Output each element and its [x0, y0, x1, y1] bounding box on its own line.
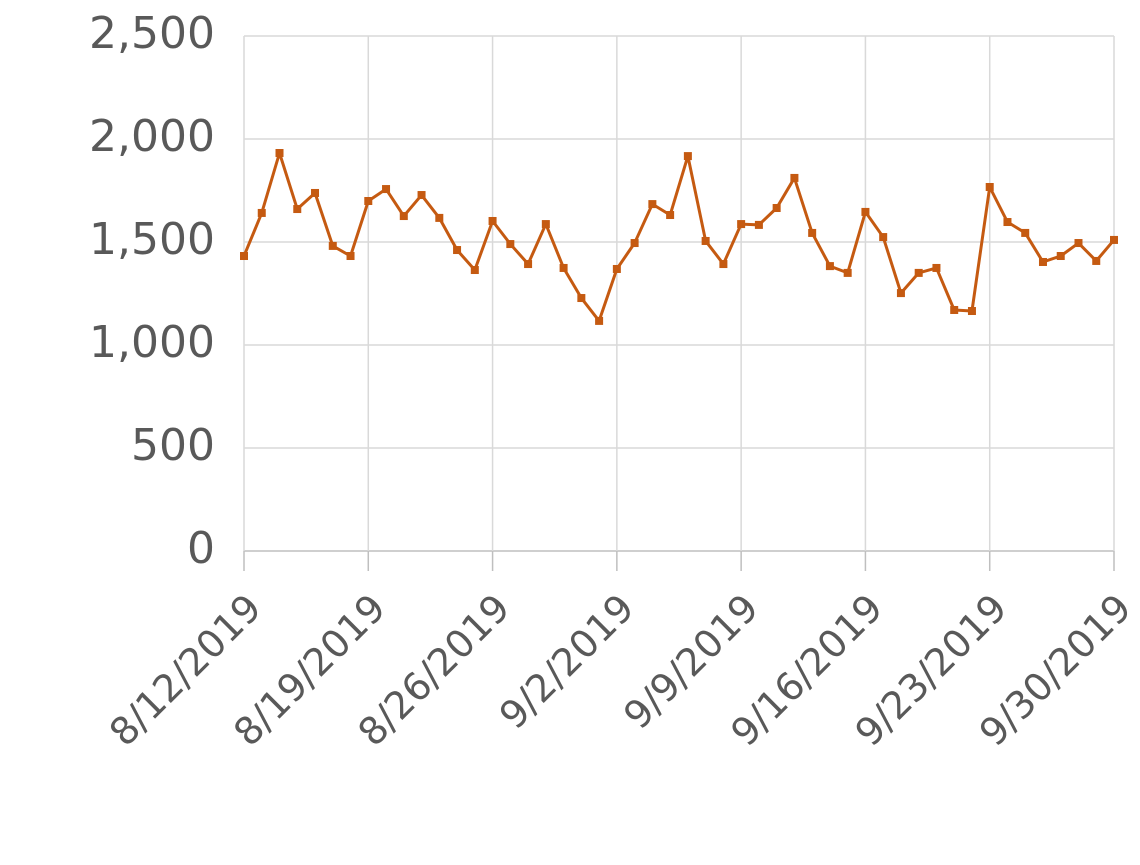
- marker: [719, 260, 728, 269]
- marker: [435, 213, 444, 222]
- marker: [1056, 252, 1065, 261]
- marker: [843, 268, 852, 277]
- marker: [311, 188, 320, 197]
- marker: [382, 185, 391, 194]
- marker: [577, 294, 586, 303]
- marker: [364, 197, 373, 206]
- marker: [648, 200, 657, 209]
- marker: [470, 266, 479, 275]
- marker: [950, 305, 959, 314]
- marker: [967, 307, 976, 316]
- marker: [240, 252, 248, 261]
- marker: [1074, 239, 1083, 248]
- y-tick-label: 2,500: [89, 8, 215, 59]
- marker: [328, 241, 337, 250]
- marker: [541, 220, 550, 229]
- marker: [737, 220, 746, 229]
- marker: [790, 173, 799, 182]
- y-tick-label: 2,000: [89, 111, 215, 162]
- line: [242, 151, 1116, 323]
- marker: [346, 252, 355, 261]
- marker: [932, 263, 941, 272]
- marker: [825, 262, 834, 271]
- marker: [772, 204, 781, 213]
- marker: [701, 236, 710, 245]
- marker: [1003, 218, 1012, 227]
- marker: [559, 263, 568, 272]
- marker: [506, 240, 515, 249]
- marker: [914, 268, 923, 277]
- marker: [417, 191, 426, 200]
- marker: [488, 216, 497, 225]
- y-tick-label: 1,500: [89, 214, 215, 265]
- marker: [524, 260, 533, 269]
- marker: [1110, 235, 1118, 244]
- y-tick-label: 0: [187, 523, 215, 574]
- marker: [808, 228, 817, 237]
- marker: [595, 316, 604, 325]
- marker: [1021, 228, 1030, 237]
- x-tick-label: 9/2/2019: [491, 586, 643, 738]
- marker: [399, 212, 408, 221]
- marker: [453, 246, 462, 255]
- marker: [985, 182, 994, 191]
- marker: [1092, 256, 1101, 265]
- marker: [683, 152, 692, 161]
- y-tick-label: 1,000: [89, 317, 215, 368]
- marker: [293, 205, 302, 214]
- marker: [666, 211, 675, 220]
- marker: [861, 207, 870, 216]
- y-tick-label: 500: [131, 420, 215, 471]
- marker: [275, 149, 284, 158]
- marker: [1038, 257, 1047, 266]
- marker: [754, 220, 763, 229]
- marker: [896, 289, 905, 298]
- marker: [257, 208, 266, 217]
- marker: [879, 233, 888, 242]
- marker: [630, 239, 639, 248]
- marker: [612, 264, 621, 273]
